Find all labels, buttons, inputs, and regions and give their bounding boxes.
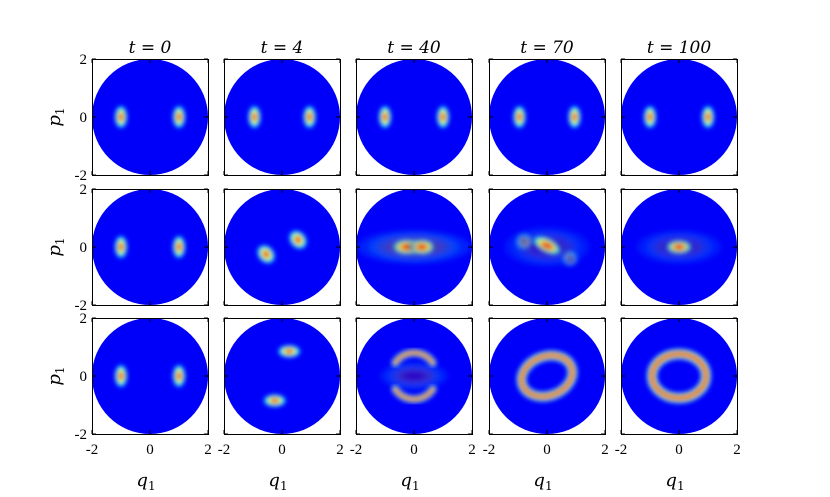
x-tick-label: 2: [204, 442, 212, 458]
x-tick-label: 2: [601, 442, 609, 458]
density-blob: [568, 105, 581, 129]
x-tick-label: 2: [336, 442, 344, 458]
phase-space-disk: [224, 318, 340, 434]
phase-space-disk: [92, 189, 208, 305]
panel-r1-c4: [488, 58, 606, 176]
density-blob: [357, 230, 471, 264]
x-axis-label: q1: [268, 470, 287, 493]
y-tick-label: -2: [75, 298, 88, 314]
panel-r2-c2: [223, 188, 341, 306]
column-title: t = 0: [129, 38, 172, 58]
panel-r3-c3: [355, 317, 473, 435]
density-blob: [277, 345, 301, 358]
density-blob: [380, 361, 448, 391]
y-tick-label: 0: [80, 369, 88, 385]
y-tick-label: 0: [80, 240, 88, 256]
panel-r2-c4: [488, 188, 606, 306]
y-tick-label: 2: [80, 311, 88, 327]
phase-space-disk: [356, 59, 472, 175]
x-axis-label: q1: [400, 470, 419, 493]
density-blob: [257, 244, 275, 264]
panel-r2-c3: [355, 188, 473, 306]
density-blob: [436, 105, 450, 129]
density-blob: [248, 105, 261, 129]
density-blob: [114, 364, 128, 388]
y-axis-label: p1: [44, 237, 67, 256]
x-tick-label: 0: [410, 442, 418, 458]
density-blob: [114, 235, 128, 259]
panel-grid: [91, 58, 738, 435]
y-tick-label: 0: [80, 110, 88, 126]
density-blob: [303, 105, 316, 129]
axis-labels: t = 0 2 0 -2 p1 t = 4 t = 40 t = 70 t = 100 2 0 -2 p…: [44, 38, 741, 493]
panel-r1-c1: [91, 58, 209, 176]
y-tick-label: 2: [80, 52, 88, 68]
column-title: t = 100: [647, 38, 712, 58]
density-blob: [114, 105, 128, 129]
density-blob: [701, 105, 715, 129]
density-blob: [643, 105, 657, 129]
density-blob: [263, 394, 287, 407]
density-blob: [378, 105, 392, 129]
panel-r3-c2: [223, 317, 341, 435]
density-arc: [391, 385, 437, 403]
phase-space-disk: [489, 59, 605, 175]
x-axis-label: q1: [665, 470, 684, 493]
panel-r2-c1: [91, 188, 209, 306]
x-tick-label: -2: [615, 442, 628, 458]
density-blob: [636, 230, 722, 264]
density-blob: [504, 227, 590, 267]
y-axis-label: p1: [44, 366, 67, 385]
x-tick-label: -2: [350, 442, 363, 458]
panel-r1-c3: [355, 58, 473, 176]
density-blob: [172, 364, 186, 388]
phase-space-disk: [92, 59, 208, 175]
x-tick-label: 0: [543, 442, 551, 458]
density-blob: [172, 235, 186, 259]
x-tick-label: -2: [86, 442, 99, 458]
x-tick-label: 0: [278, 442, 286, 458]
phase-space-disk: [92, 318, 208, 434]
panel-r2-c5: [620, 188, 738, 306]
column-title: t = 40: [387, 38, 441, 58]
phase-space-disk: [224, 59, 340, 175]
phase-space-disk: [224, 189, 340, 305]
panel-r3-c5: [620, 317, 738, 435]
x-tick-label: 0: [146, 442, 154, 458]
density-ring: [646, 348, 712, 404]
density-blob: [513, 105, 526, 129]
phase-space-disk: [621, 318, 737, 434]
panel-r3-c1: [91, 317, 209, 435]
density-blob: [172, 105, 186, 129]
panel-r3-c4: [488, 317, 606, 435]
density-ring: [516, 350, 578, 402]
x-tick-label: -2: [218, 442, 231, 458]
x-tick-label: 2: [733, 442, 741, 458]
phase-space-disk: [621, 59, 737, 175]
column-title: t = 70: [520, 38, 574, 58]
panel-r1-c2: [223, 58, 341, 176]
column-title: t = 4: [261, 38, 304, 58]
y-axis-label: p1: [44, 107, 67, 126]
y-tick-label: -2: [75, 168, 88, 184]
x-axis-label: q1: [136, 470, 155, 493]
x-axis-label: q1: [533, 470, 552, 493]
x-tick-label: 2: [468, 442, 476, 458]
density-arc: [391, 349, 437, 367]
density-blob: [289, 230, 307, 250]
x-tick-label: 0: [675, 442, 683, 458]
y-tick-label: -2: [75, 427, 88, 443]
phase-space-disk: [489, 318, 605, 434]
y-tick-label: 2: [80, 182, 88, 198]
x-tick-label: -2: [483, 442, 496, 458]
panel-r1-c5: [620, 58, 738, 176]
